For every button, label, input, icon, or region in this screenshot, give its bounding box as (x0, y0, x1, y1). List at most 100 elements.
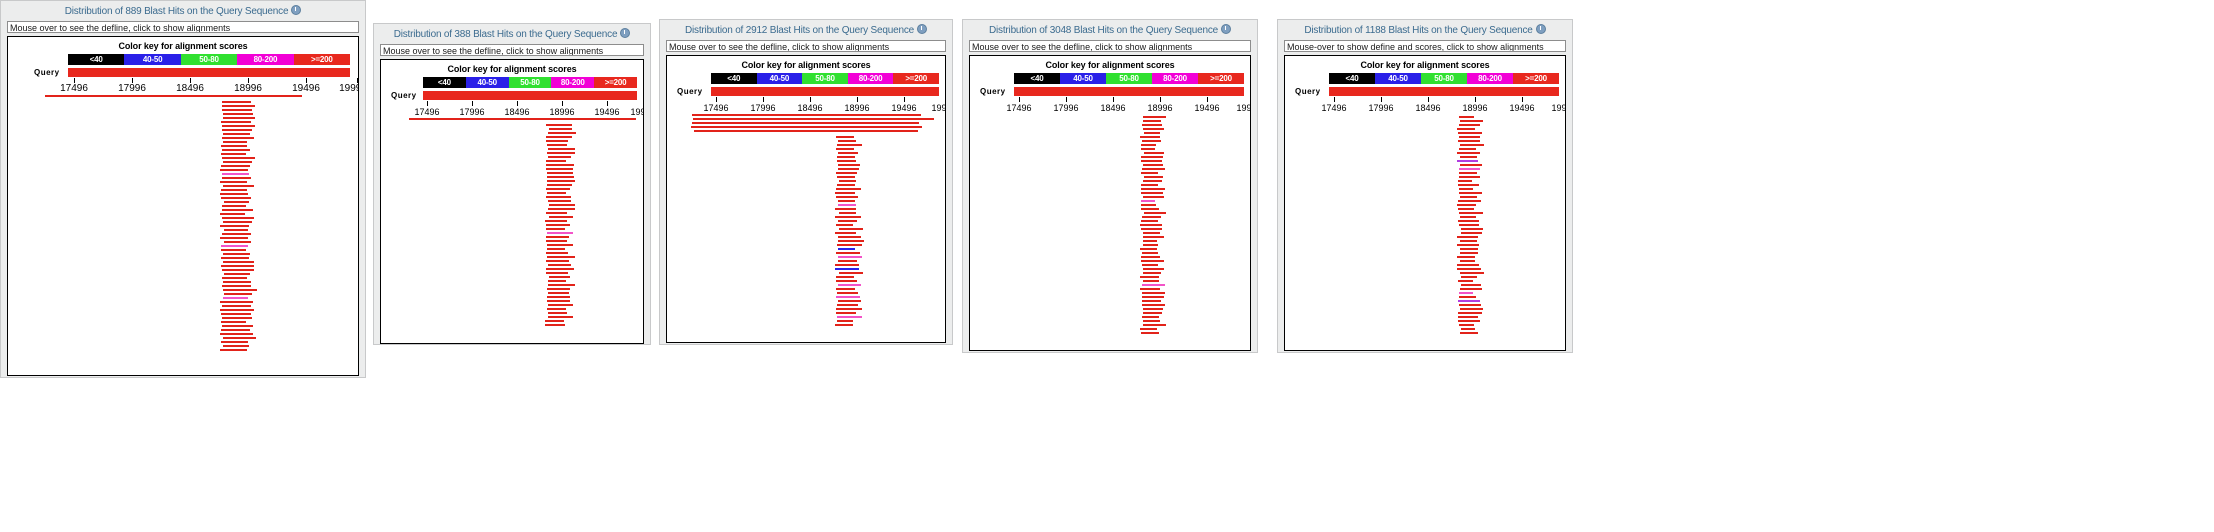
hit-bar[interactable] (1142, 284, 1165, 286)
hit-bar[interactable] (1460, 232, 1483, 234)
hit-bar[interactable] (223, 337, 256, 339)
hit-bar[interactable] (836, 136, 855, 138)
hit-bar[interactable] (220, 169, 248, 171)
hit-bar[interactable] (1459, 240, 1478, 242)
hit-bar[interactable] (1141, 144, 1156, 146)
hit-bar[interactable] (220, 213, 246, 215)
hit-bar[interactable] (221, 313, 251, 315)
hit-bar[interactable] (836, 196, 858, 198)
hit-bar[interactable] (1143, 128, 1165, 130)
hit-bar[interactable] (545, 136, 572, 138)
hit-bar[interactable] (1141, 300, 1161, 302)
hit-bar[interactable] (545, 268, 574, 270)
hit-bar[interactable] (835, 216, 861, 218)
hit-bar[interactable] (1140, 328, 1158, 330)
hit-bar[interactable] (548, 128, 573, 130)
hit-bar[interactable] (838, 256, 863, 258)
hit-bar[interactable] (837, 260, 858, 262)
hit-bar[interactable] (545, 220, 567, 222)
hit-bar[interactable] (545, 124, 572, 126)
hit-bar[interactable] (223, 297, 249, 299)
hit-bar[interactable] (1457, 268, 1482, 270)
hit-bar[interactable] (1457, 264, 1479, 266)
hit-bar[interactable] (1143, 308, 1163, 310)
hit-bar[interactable] (222, 141, 248, 143)
hit-bar[interactable] (546, 272, 569, 274)
hit-bar[interactable] (1457, 184, 1479, 186)
hit-bar[interactable] (223, 229, 248, 231)
hit-bar[interactable] (693, 130, 919, 132)
hit-bar[interactable] (223, 133, 250, 135)
hit-bar[interactable] (546, 236, 569, 238)
hit-bar[interactable] (836, 304, 859, 306)
hit-bar[interactable] (1459, 212, 1483, 214)
hit-bar[interactable] (221, 329, 250, 331)
hit-bar[interactable] (1143, 132, 1160, 134)
hit-bar[interactable] (220, 341, 249, 343)
hit-bar[interactable] (1460, 228, 1483, 230)
hit-bar[interactable] (545, 320, 564, 322)
hit-bar[interactable] (546, 288, 570, 290)
hit-bar[interactable] (838, 228, 863, 230)
hit-bar[interactable] (221, 121, 252, 123)
hit-bar[interactable] (1458, 200, 1482, 202)
hit-bar[interactable] (221, 265, 255, 267)
hit-bar[interactable] (837, 200, 856, 202)
hit-bar[interactable] (221, 157, 256, 159)
hit-bar[interactable] (547, 256, 575, 258)
hit-bar[interactable] (692, 114, 921, 116)
hit-bar[interactable] (546, 160, 566, 162)
hit-bar[interactable] (1143, 176, 1163, 178)
hit-bar[interactable] (1142, 272, 1161, 274)
help-circle-icon[interactable] (620, 28, 631, 38)
hit-bar[interactable] (1140, 276, 1159, 278)
hit-bar[interactable] (838, 240, 865, 242)
hit-bar[interactable] (547, 304, 573, 306)
hit-bar[interactable] (838, 168, 859, 170)
hit-bar[interactable] (1142, 140, 1161, 142)
hit-bar[interactable] (1142, 124, 1163, 126)
hit-bar[interactable] (408, 118, 637, 120)
hit-bar[interactable] (222, 137, 254, 139)
hit-bar[interactable] (221, 321, 246, 323)
hit-bar[interactable] (1457, 236, 1478, 238)
hit-bar[interactable] (222, 221, 252, 223)
hit-bar[interactable] (1143, 164, 1164, 166)
hit-bar[interactable] (221, 325, 254, 327)
hit-bar[interactable] (223, 273, 251, 275)
hit-bar[interactable] (1143, 280, 1160, 282)
hit-bar[interactable] (1459, 168, 1480, 170)
hit-bar[interactable] (1141, 260, 1165, 262)
hit-bar[interactable] (1460, 328, 1475, 330)
hit-bar[interactable] (838, 220, 858, 222)
hit-bar[interactable] (223, 161, 253, 163)
hit-bar[interactable] (221, 285, 252, 287)
hit-bar[interactable] (546, 192, 566, 194)
hit-bar[interactable] (545, 196, 572, 198)
hit-bar[interactable] (546, 248, 565, 250)
hit-bar[interactable] (1458, 172, 1477, 174)
hit-bar[interactable] (545, 260, 570, 262)
hit-bar[interactable] (221, 209, 253, 211)
hit-bar[interactable] (545, 188, 570, 190)
hit-bar[interactable] (221, 189, 247, 191)
hit-bar[interactable] (836, 292, 859, 294)
help-circle-icon[interactable] (916, 24, 927, 34)
hit-bar[interactable] (1460, 284, 1481, 286)
hit-bar[interactable] (221, 257, 249, 259)
hit-bar[interactable] (221, 249, 247, 251)
hit-bars-3[interactable] (667, 114, 945, 329)
hit-bar[interactable] (1458, 148, 1476, 150)
hit-bar[interactable] (692, 118, 935, 120)
hit-bar[interactable] (838, 140, 856, 142)
hit-bar[interactable] (1143, 120, 1161, 122)
hit-bar[interactable] (1142, 304, 1166, 306)
hit-bar[interactable] (1460, 276, 1478, 278)
hit-bar[interactable] (1143, 180, 1163, 182)
hit-bar[interactable] (1141, 160, 1162, 162)
hit-bar[interactable] (1143, 152, 1164, 154)
hit-bar[interactable] (1457, 220, 1480, 222)
help-circle-icon[interactable] (1220, 24, 1231, 34)
hit-bar[interactable] (837, 144, 862, 146)
hit-bar[interactable] (1458, 188, 1473, 190)
